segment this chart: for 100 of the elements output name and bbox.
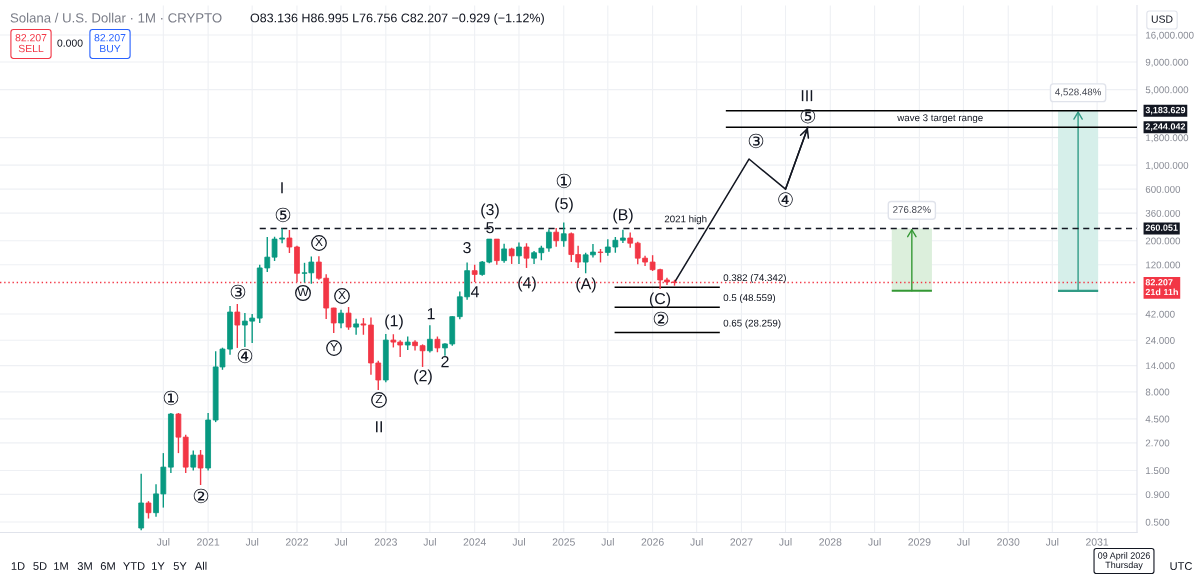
annotation: 1 [427,308,435,320]
annotation: 0.000 [57,39,83,47]
annotation: ④ [237,348,253,364]
annotation: ⑤ [800,108,816,124]
y-tick-label: 0.900 [1145,491,1170,499]
y-tick-label: 200.000 [1145,237,1181,245]
annotation: II [376,421,382,433]
annotation: ③ [748,133,764,149]
x-tick-label: 2025 [552,538,575,546]
annotation: (2) [414,369,432,385]
annotation: ④ [778,192,793,207]
annotation: ⑤ [275,207,291,223]
y-tick-label: 1,800.000 [1146,134,1189,143]
candlestick [620,229,626,244]
annotation: (4) [518,276,536,292]
candlestick [516,241,522,265]
annotation: Y [330,342,338,352]
annotation: W [297,287,309,297]
x-tick-label: 2026 [641,538,664,546]
y-tick-label: 24.000 [1145,337,1175,344]
x-tick-label: Jul [1045,538,1059,546]
annotation: 3 [463,241,471,254]
text: O83.136 H86.995 L76.756 C82.207 −0.929 (−1.12%) [250,13,544,25]
x-tick-label: Jul [245,538,259,546]
y-tick-label: 8.000 [1145,388,1170,396]
y-tick-label: 5,000.000 [1145,86,1189,95]
candlestick [553,227,560,248]
x-tick-label: 2024 [463,538,486,546]
text: 1D [11,562,25,570]
x-tick-label: Jul [601,538,614,546]
annotation: (B) [613,208,633,224]
candlestick [345,306,352,331]
y-tick-label: 0.500 [1145,518,1170,526]
y-tick-label: 1,000.000 [1146,161,1189,170]
annotation: 0.5 (48.559) [723,293,776,304]
annotation: 2,244.042 [1145,123,1186,131]
annotation: 3,183.629 [1145,106,1186,115]
text: USD [1151,15,1173,23]
annotation: ② [653,311,669,327]
candlestick [338,309,344,329]
annotation: 82.207 BUY [94,34,126,53]
text: 09 April 2026 Thursday [1098,552,1150,570]
text: 1Y [152,562,165,570]
annotation: 0.382 (74.342) [723,273,786,284]
annotation: III [801,90,813,102]
annotation: ② [193,488,209,504]
candlestick [353,318,359,336]
x-tick-label: Jul [423,538,436,546]
text: 5Y [173,562,187,570]
chart-title: Solana / U.S. Dollar · 1M · CRYPTO [10,12,222,23]
x-tick-label: 2030 [997,538,1020,546]
y-tick-label: 42.000 [1145,310,1175,318]
y-tick-label: 600.000 [1145,185,1181,193]
text: YTD [123,562,145,570]
candlestick [197,449,204,486]
annotation: Z [375,394,383,404]
annotation: 276.82% [893,206,931,213]
x-tick-label: Jul [690,538,703,546]
x-tick-label: Jul [868,538,881,546]
x-tick-label: 2027 [730,538,753,546]
annotation: 2021 high [664,215,707,225]
candlestick [493,238,500,266]
candlestick [501,242,507,264]
x-tick-label: 2031 [1086,538,1109,546]
text: 3M [77,562,92,570]
x-tick-label: Jul [156,538,170,546]
annotation: 82.207 SELL [15,34,47,53]
candlestick [560,221,567,248]
annotation: 0.65 (28.259) [723,319,781,329]
text: 5D [33,562,47,570]
annotation: 2 [441,355,449,368]
y-tick-label: 1.500 [1146,467,1170,475]
annotation: (C) [649,292,671,308]
text: 1M [54,562,68,570]
x-tick-label: Jul [512,538,525,546]
ref-line-label: 82.207 21d 11h [1145,279,1178,296]
text: All [194,561,207,570]
candlestick [330,307,337,334]
x-tick-label: 2022 [285,538,309,546]
x-tick-label: 2029 [908,538,931,546]
annotation: X [315,237,323,247]
y-tick-label: 4.500 [1145,415,1170,423]
candlestick [523,242,530,269]
annotation: (3) [481,203,499,219]
candlestick [234,303,241,349]
y-tick-label: 16,000.000 [1146,31,1194,40]
x-tick-label: Jul [334,538,347,546]
y-tick-label: 120.000 [1146,261,1181,269]
annotation: I [281,182,283,194]
annotation: 4,528.48% [1055,88,1101,97]
annotation: 5 [486,222,494,234]
x-tick-label: 2023 [374,538,397,546]
annotation: 260.051 [1145,224,1178,231]
x-tick-label: 2028 [819,538,842,546]
text: UTC [1170,562,1192,570]
annotation: (A) [576,277,596,293]
annotation: 4 [470,286,479,298]
annotation: X [338,290,346,300]
candlestick [190,449,197,472]
y-tick-label: 14.000 [1146,362,1175,370]
